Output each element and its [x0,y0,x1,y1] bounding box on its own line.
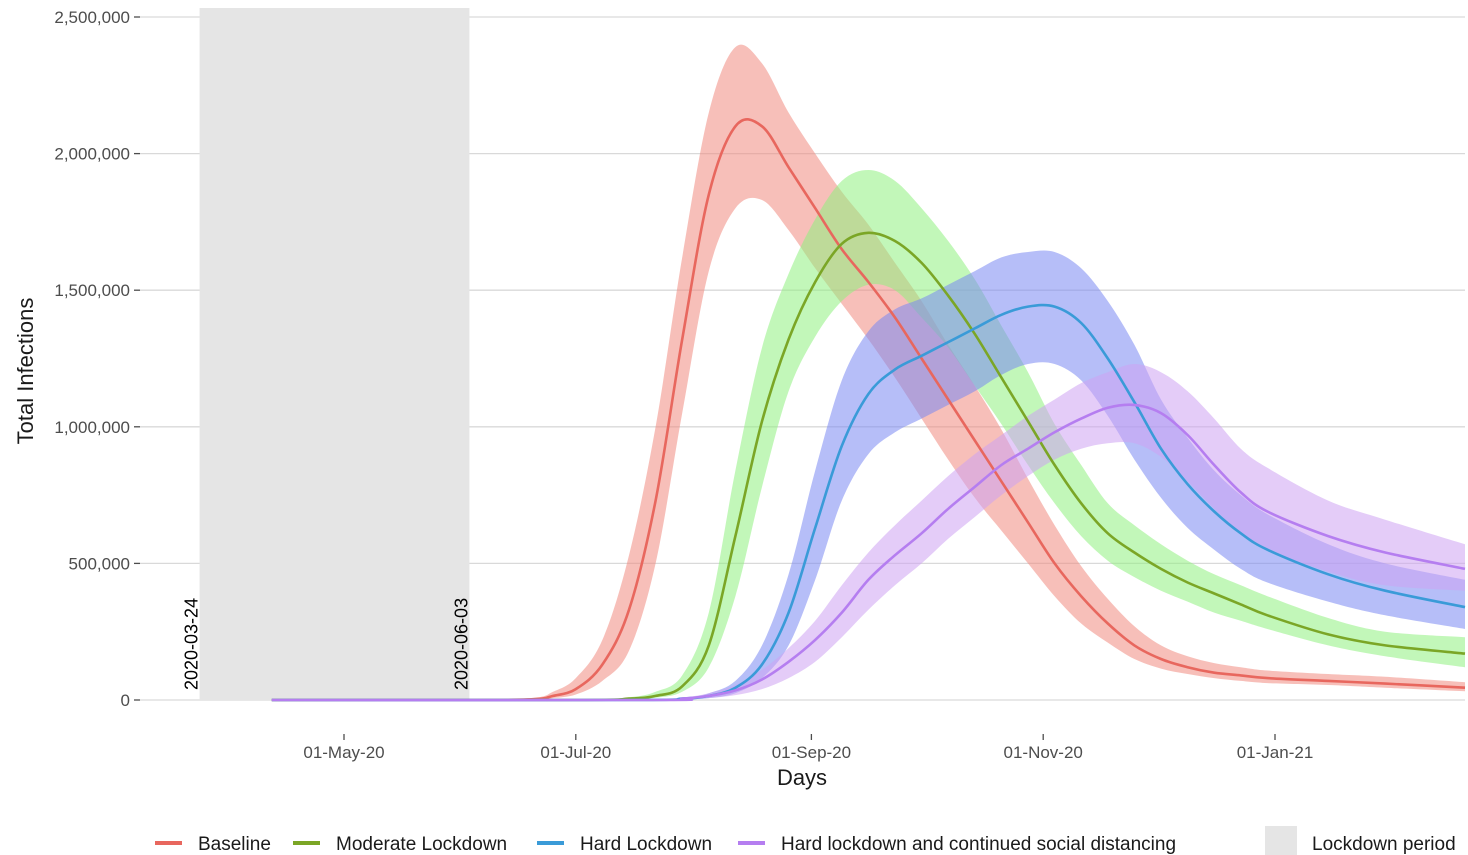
y-axis-title: Total Infections [13,298,38,445]
legend-label-0: Baseline [198,834,271,855]
x-tick-label: 01-Jan-21 [1237,743,1314,762]
lockdown-end-label: 2020-06-03 [451,598,471,690]
x-tick-label: 01-Nov-20 [1004,743,1083,762]
x-axis: 01-May-20 01-Jul-20 01-Sep-20 01-Nov-20 01-J… [303,734,1313,762]
legend-label-3: Hard lockdown and continued social dista… [781,834,1176,855]
series-band-2 [271,250,1465,701]
y-tick-label: 2,000,000 [54,145,130,164]
series-line-0 [271,118,1466,702]
series-line-3 [271,403,1466,702]
series-lines [271,118,1466,702]
y-tick-label: 1,500,000 [54,281,130,300]
y-axis: 0 500,000 1,000,000 1,500,000 2,000,000 2,500… [54,8,140,710]
y-tick-label: 2,500,000 [54,8,130,27]
lockdown-period-shading [199,8,470,700]
y-tick-label: 0 [121,691,130,710]
series-line-1 [271,231,1466,702]
x-axis-title: Days [777,765,827,790]
x-tick-label: 01-May-20 [303,743,384,762]
legend: Baseline Moderate Lockdown Hard Lockdown Ha… [155,826,1456,855]
x-tick-label: 01-Sep-20 [772,743,851,762]
legend-key-lockdown [1265,826,1297,855]
y-tick-label: 1,000,000 [54,418,130,437]
series-band-3 [271,364,1465,701]
x-tick-label: 01-Jul-20 [540,743,611,762]
y-tick-label: 500,000 [69,554,130,573]
confidence-bands [271,44,1465,701]
series-band-1 [271,170,1465,701]
legend-label-2: Hard Lockdown [580,834,712,855]
legend-label-lockdown: Lockdown period [1312,834,1456,855]
legend-label-1: Moderate Lockdown [336,834,507,855]
lockdown-start-label: 2020-03-24 [182,598,202,690]
